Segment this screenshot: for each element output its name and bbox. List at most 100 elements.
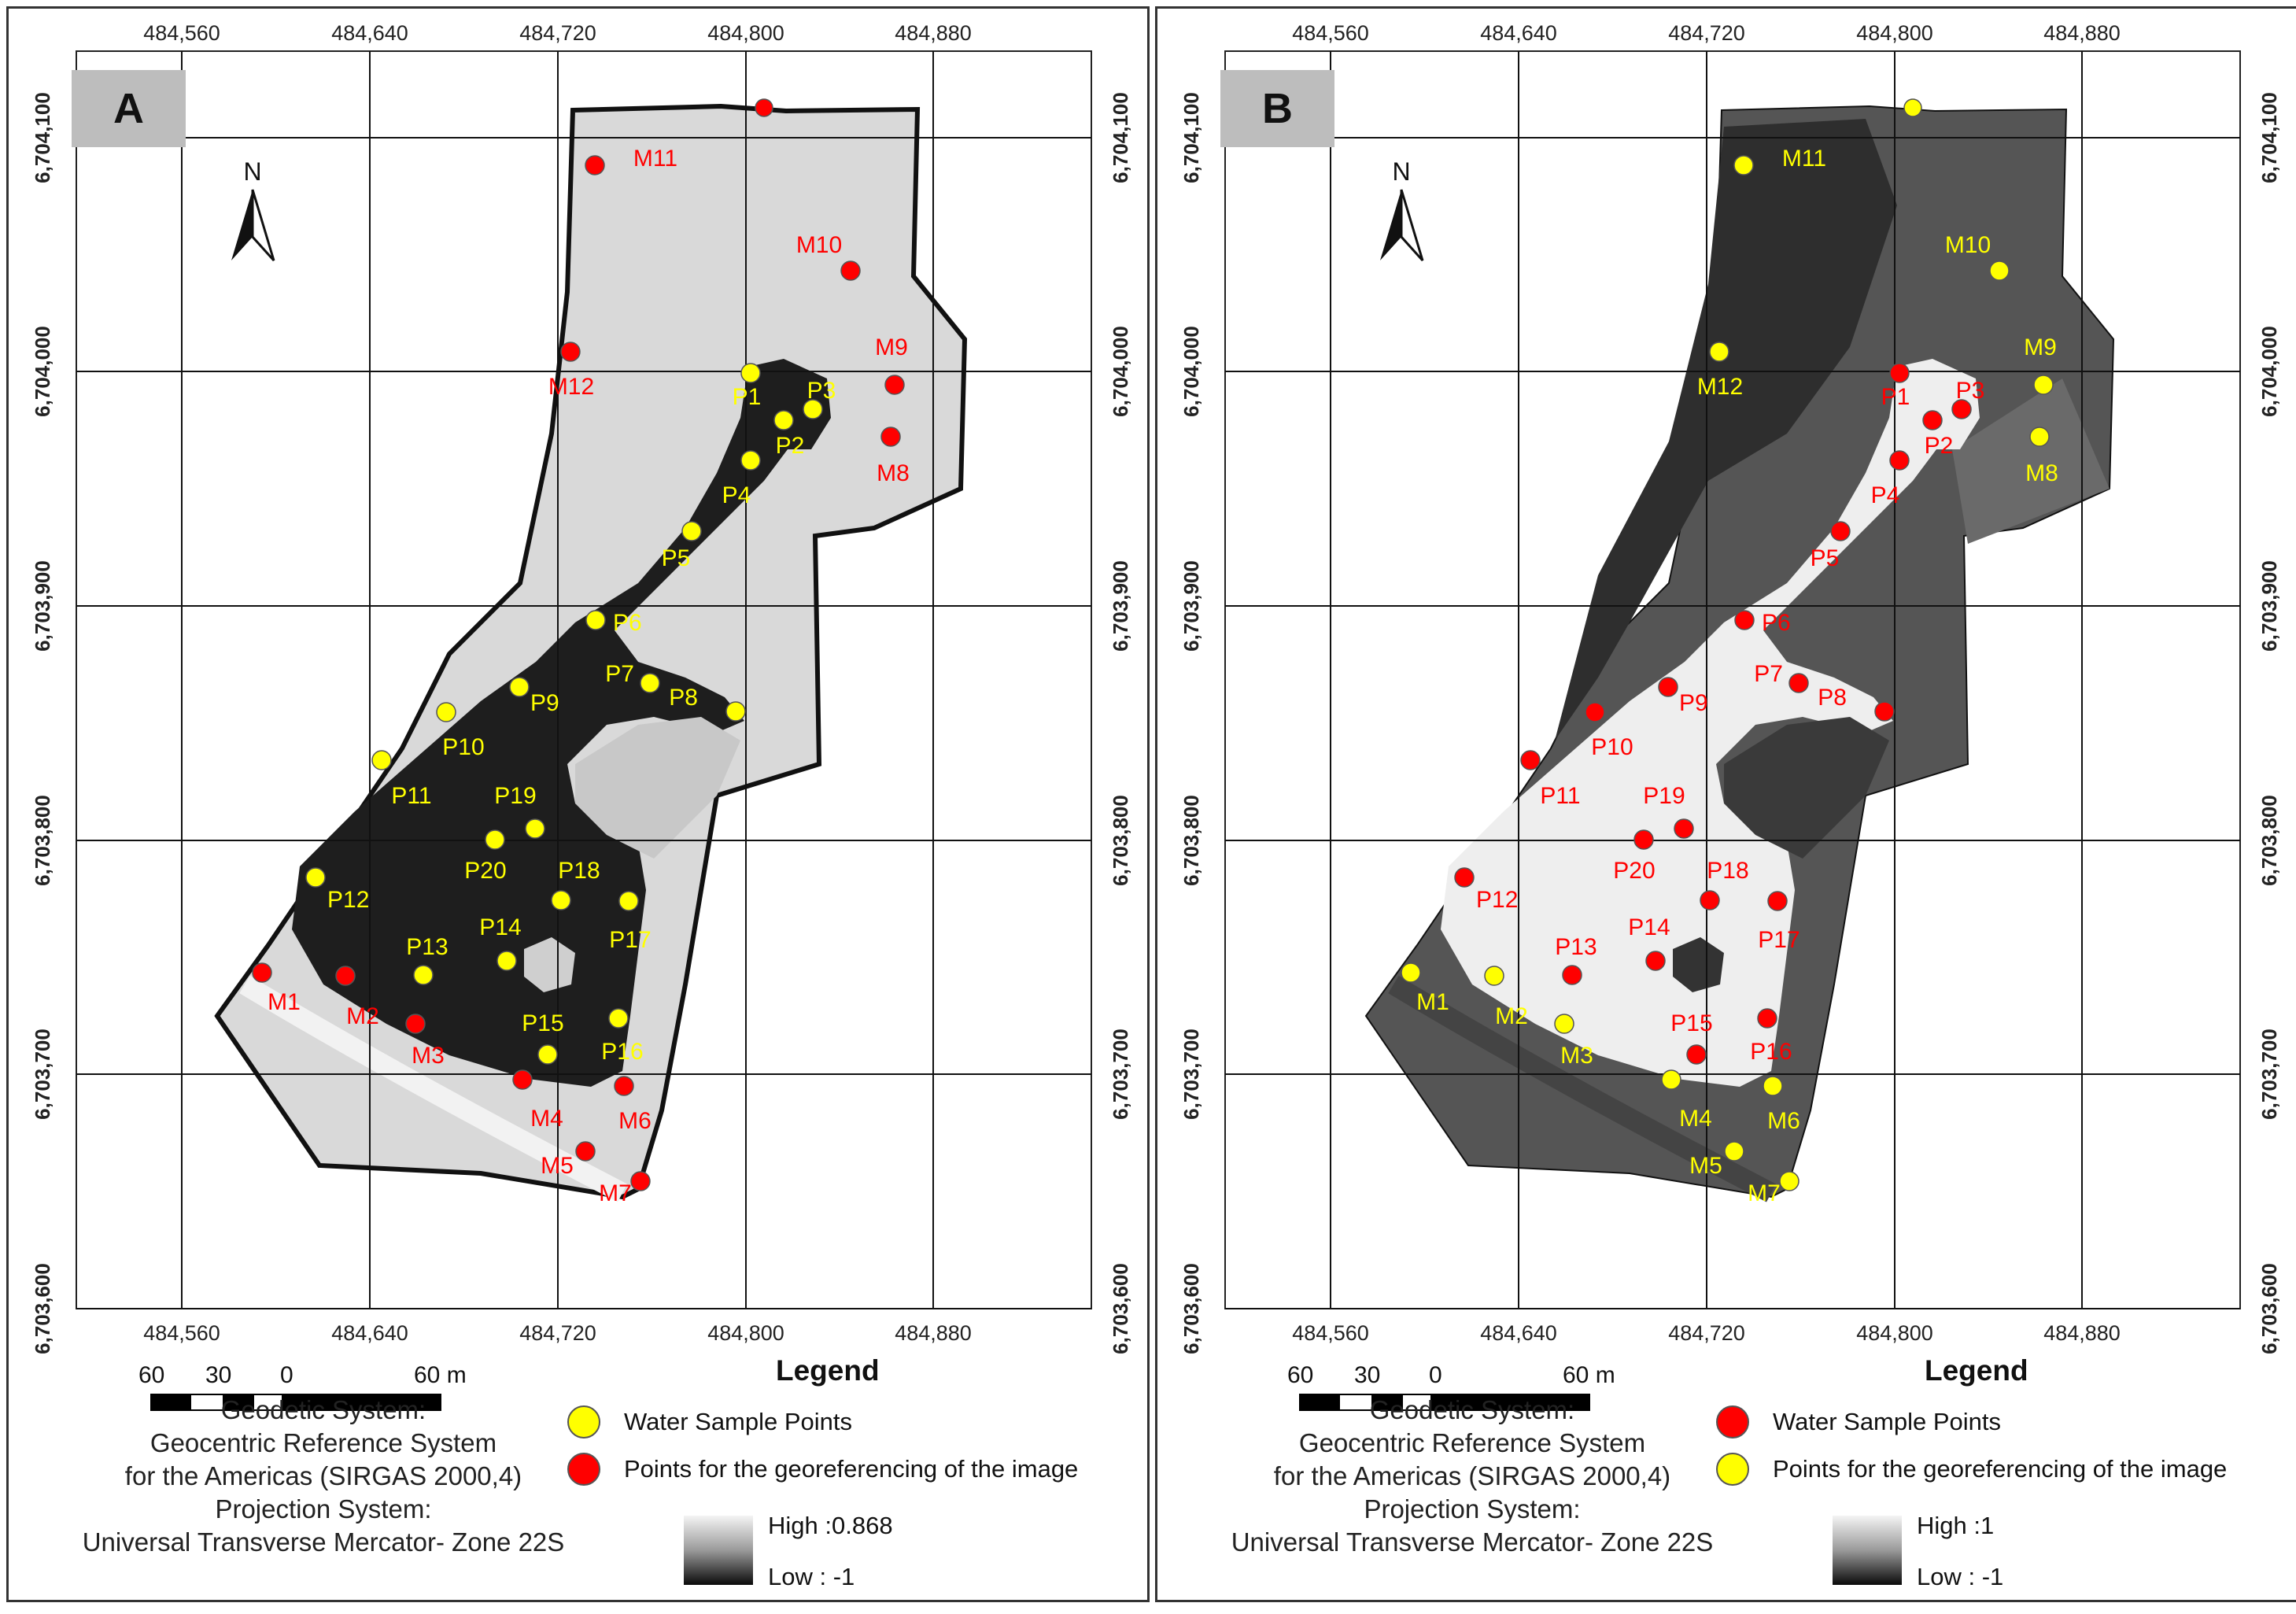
color-ramp <box>684 1516 753 1585</box>
y-tick-label-right: 6,703,800 <box>1109 795 1132 886</box>
legend-item-label: Points for the georeferencing of the ima… <box>1773 1455 2228 1483</box>
water-sample-label: P20 <box>1613 858 1655 884</box>
panel-label: B <box>1220 70 1334 147</box>
x-tick-label-top: 484,640 <box>1480 21 1557 45</box>
x-tick-label-bottom: 484,640 <box>331 1321 408 1345</box>
georef-point <box>840 260 861 281</box>
x-tick-label-bottom: 484,640 <box>1480 1321 1557 1345</box>
georef-label: M1 <box>1416 989 1449 1015</box>
x-tick-label-top: 484,640 <box>331 21 408 45</box>
y-tick-label-right: 6,704,100 <box>2257 92 2281 183</box>
georef-label: M6 <box>1767 1108 1800 1134</box>
scale-label-0: 0 <box>1429 1362 1442 1388</box>
water-sample-point <box>305 867 326 888</box>
ramp-high-label: High :0.868 <box>768 1512 893 1539</box>
georef-point <box>1661 1069 1681 1090</box>
scale-label-30: 30 <box>205 1362 232 1388</box>
y-tick-label-left: 6,703,600 <box>1179 1263 1203 1354</box>
scale-label-60m: 60 m <box>1563 1362 1615 1388</box>
water-sample-point <box>371 750 392 770</box>
georef-label: M3 <box>1560 1043 1593 1069</box>
georef-point <box>1401 962 1421 983</box>
georef-label: M10 <box>796 232 842 258</box>
water-sample-point <box>1454 867 1475 888</box>
north-arrow-icon <box>1380 190 1401 260</box>
red-dot-icon <box>567 1453 600 1486</box>
georef-point <box>1903 98 1922 117</box>
lagoon-area <box>1441 359 1980 1087</box>
water-sample-label: P17 <box>609 927 651 953</box>
caption-line: Geodetic System: <box>1369 1395 1575 1424</box>
water-sample-label: P10 <box>442 734 484 760</box>
x-tick-label-bottom: 484,560 <box>1292 1321 1369 1345</box>
water-sample-label: P14 <box>1628 914 1670 940</box>
north-arrow-icon <box>231 190 253 260</box>
x-tick-label-top: 484,720 <box>1668 21 1745 45</box>
legend-item-water: Water Sample Points <box>567 1405 852 1439</box>
legend-item-label: Water Sample Points <box>1773 1408 2002 1435</box>
x-tick-label-top: 484,720 <box>519 21 596 45</box>
x-tick-label-bottom: 484,880 <box>2043 1321 2121 1345</box>
caption-line: Universal Transverse Mercator- Zone 22S <box>1231 1527 1714 1557</box>
x-tick-label-top: 484,800 <box>707 21 784 45</box>
water-sample-point <box>1874 701 1895 722</box>
georef-point <box>252 962 272 983</box>
water-sample-label: P12 <box>327 887 369 913</box>
map-canvas-a: 484,560 484,560 484,640 484,640 484,720 484,7… <box>31 21 1132 1354</box>
y-tick-label-left: 6,704,100 <box>31 92 54 183</box>
caption-line: Universal Transverse Mercator- Zone 22S <box>82 1527 565 1557</box>
georef-point <box>2029 427 2050 447</box>
x-tick-label-top: 484,880 <box>895 21 972 45</box>
x-tick-label-top: 484,560 <box>1292 21 1369 45</box>
water-sample-point <box>1767 891 1788 911</box>
island-area <box>575 717 740 859</box>
georef-label: M10 <box>1945 232 1991 258</box>
water-sample-label: P19 <box>494 783 536 809</box>
scale-label-60m: 60 m <box>414 1362 467 1388</box>
scale-label-60: 60 <box>1287 1362 1314 1388</box>
georef-label: M9 <box>2024 334 2057 360</box>
georef-label: M12 <box>1697 374 1743 400</box>
georef-label: M11 <box>1782 146 1826 172</box>
caption-line: for the Americas (SIRGAS 2000,4) <box>1273 1461 1671 1490</box>
y-tick-label-left: 6,703,600 <box>31 1263 54 1354</box>
y-tick-label-left: 6,703,900 <box>31 560 54 652</box>
georef-label: M12 <box>548 374 594 400</box>
georef-label: M5 <box>541 1153 574 1179</box>
georef-label: M7 <box>599 1180 632 1206</box>
map-canvas-b: 484,560 484,560 484,640 484,640 484,720 484,7… <box>1179 21 2281 1354</box>
water-sample-label: P20 <box>464 858 506 884</box>
x-tick-label-bottom: 484,800 <box>707 1321 784 1345</box>
water-sample-point <box>740 450 761 471</box>
water-sample-label: P7 <box>605 661 634 687</box>
scale-label-0: 0 <box>280 1362 293 1388</box>
water-sample-label: P16 <box>1750 1039 1792 1065</box>
geodetic-caption: Geodetic System: Geocentric Reference Sy… <box>40 1394 607 1559</box>
y-tick-label-left: 6,703,700 <box>31 1029 54 1120</box>
ramp-high-label: High :1 <box>1917 1512 1995 1539</box>
water-sample-label: P6 <box>1762 610 1791 636</box>
y-tick-label-right: 6,703,900 <box>2257 560 2281 652</box>
water-sample-point <box>436 702 456 722</box>
y-tick-label-right: 6,703,600 <box>1109 1263 1132 1354</box>
x-tick-label-top: 484,560 <box>143 21 220 45</box>
water-sample-label: P7 <box>1754 661 1783 687</box>
water-sample-label: P2 <box>776 433 805 459</box>
georef-label: M1 <box>268 989 301 1015</box>
georef-label: M7 <box>1748 1180 1781 1206</box>
georef-point <box>585 155 605 175</box>
georef-label: M2 <box>346 1003 379 1029</box>
water-sample-point <box>608 1008 629 1029</box>
water-sample-label: P16 <box>601 1039 643 1065</box>
legend-title: Legend <box>1925 1354 2028 1387</box>
y-tick-label-left: 6,704,000 <box>31 326 54 417</box>
lagoon-area <box>292 359 831 1087</box>
water-sample-label: P19 <box>1643 783 1685 809</box>
georef-point <box>575 1141 596 1162</box>
legend-item-georef: Points for the georeferencing of the ima… <box>567 1453 1078 1486</box>
water-sample-point <box>1734 610 1755 630</box>
road <box>1388 975 1776 1202</box>
y-tick-label-right: 6,704,000 <box>1109 326 1132 417</box>
caption-line: Projection System: <box>215 1494 432 1524</box>
island-area <box>1724 717 1889 859</box>
